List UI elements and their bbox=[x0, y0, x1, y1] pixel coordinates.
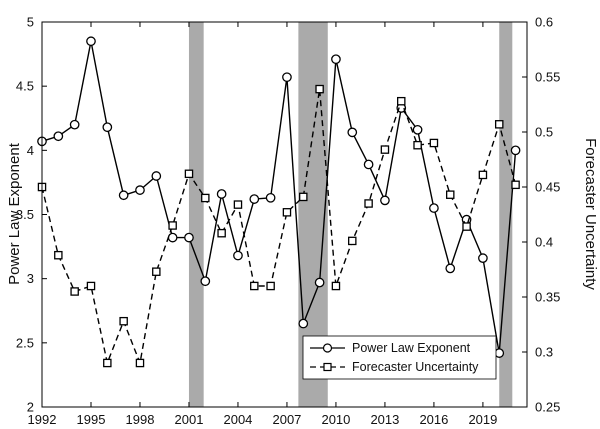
series-layer bbox=[37, 36, 521, 368]
point-square bbox=[364, 199, 373, 208]
point-square bbox=[70, 287, 79, 296]
point-square bbox=[54, 250, 63, 260]
point-square bbox=[135, 358, 145, 368]
y2-tick-label: 0.35 bbox=[535, 290, 560, 305]
y-tick-label: 5 bbox=[27, 15, 34, 30]
x-tick-label: 1992 bbox=[28, 412, 57, 427]
point-square bbox=[380, 145, 390, 154]
legend-label-power-law: Power Law Exponent bbox=[352, 341, 471, 355]
point-square bbox=[511, 180, 520, 190]
point-circle bbox=[86, 36, 96, 47]
y2-tick-label: 0.45 bbox=[535, 180, 560, 195]
legend-box bbox=[302, 335, 497, 380]
point-square bbox=[217, 228, 226, 238]
y2-tick-label: 0.3 bbox=[535, 345, 553, 360]
tick-layer: 1992 1995 1998 2001 2004 2007 2010 2013 2016 2019… bbox=[16, 15, 560, 428]
y2-tick-label: 0.55 bbox=[535, 70, 560, 85]
point-square bbox=[86, 281, 96, 291]
point-circle bbox=[347, 127, 358, 138]
point-circle bbox=[53, 131, 64, 142]
point-circle bbox=[184, 232, 194, 243]
legend-marker-circle bbox=[322, 343, 333, 353]
legend-marker-square bbox=[323, 362, 332, 372]
recession-band-0 bbox=[188, 22, 204, 407]
x-tick-label: 2004 bbox=[223, 412, 252, 427]
point-circle bbox=[331, 54, 341, 65]
x-tick-label: 2001 bbox=[175, 412, 204, 427]
point-square bbox=[233, 200, 243, 209]
point-square bbox=[331, 281, 341, 291]
y-tick-label: 3.5 bbox=[16, 207, 34, 222]
x-tick-label: 2019 bbox=[468, 412, 497, 427]
point-circle bbox=[151, 171, 162, 181]
point-circle bbox=[445, 263, 456, 274]
point-circle bbox=[216, 189, 227, 199]
x-tick-label: 2010 bbox=[321, 412, 350, 427]
point-circle bbox=[69, 119, 80, 130]
point-square bbox=[429, 138, 439, 148]
point-circle bbox=[282, 72, 292, 83]
y2-tick-label: 0.25 bbox=[535, 400, 560, 415]
y-tick-label: 3 bbox=[27, 271, 34, 286]
point-square bbox=[315, 84, 324, 94]
x-tick-label: 1995 bbox=[77, 412, 106, 427]
point-circle bbox=[118, 190, 129, 201]
legend-label-forecaster: Forecaster Uncertainty bbox=[352, 360, 479, 374]
y-axis-label: Power Law Exponent bbox=[6, 142, 23, 285]
point-square bbox=[445, 190, 455, 199]
point-circle bbox=[298, 318, 309, 329]
y2-tick-label: 0.4 bbox=[535, 235, 553, 250]
y-tick-label: 2.5 bbox=[16, 335, 34, 350]
y-tick-label: 2 bbox=[27, 400, 34, 415]
point-circle bbox=[265, 192, 276, 203]
point-circle bbox=[429, 203, 439, 213]
y-tick-label: 4 bbox=[27, 143, 34, 158]
point-square bbox=[282, 208, 292, 217]
x-tick-label: 2013 bbox=[370, 412, 399, 427]
point-square bbox=[413, 140, 422, 150]
point-circle bbox=[314, 277, 325, 288]
series-line-0 bbox=[41, 40, 517, 354]
x-tick-label: 2016 bbox=[419, 412, 448, 427]
point-circle bbox=[233, 250, 243, 261]
point-square bbox=[462, 222, 471, 231]
point-circle bbox=[135, 185, 145, 195]
point-square bbox=[299, 192, 308, 202]
point-square bbox=[103, 358, 112, 368]
point-circle bbox=[167, 232, 178, 243]
legend: Power Law Exponent Forecaster Uncertaint… bbox=[302, 335, 497, 380]
y2-tick-label: 0.5 bbox=[535, 125, 553, 140]
point-square bbox=[168, 221, 177, 230]
point-square bbox=[250, 281, 259, 291]
point-circle bbox=[363, 159, 374, 170]
point-square bbox=[201, 193, 210, 203]
point-square bbox=[397, 96, 406, 106]
point-square bbox=[119, 316, 128, 326]
point-square bbox=[348, 236, 357, 246]
x-tick-label: 1998 bbox=[126, 412, 155, 427]
point-circle bbox=[249, 194, 260, 204]
series-line-1 bbox=[41, 88, 517, 364]
point-square bbox=[266, 281, 275, 291]
point-circle bbox=[102, 122, 113, 133]
y2-tick-label: 0.6 bbox=[535, 15, 553, 30]
y2-axis-label: Forecaster Uncertainty bbox=[582, 138, 599, 290]
point-square bbox=[152, 267, 161, 276]
point-circle bbox=[412, 124, 423, 135]
point-square bbox=[184, 169, 194, 179]
point-square bbox=[494, 120, 504, 129]
x-tick-label: 2007 bbox=[272, 412, 301, 427]
point-square bbox=[478, 170, 488, 180]
point-circle bbox=[200, 276, 211, 287]
point-circle bbox=[478, 253, 488, 263]
point-circle bbox=[380, 195, 390, 206]
point-circle bbox=[510, 145, 521, 156]
y-tick-label: 4.5 bbox=[16, 79, 34, 94]
